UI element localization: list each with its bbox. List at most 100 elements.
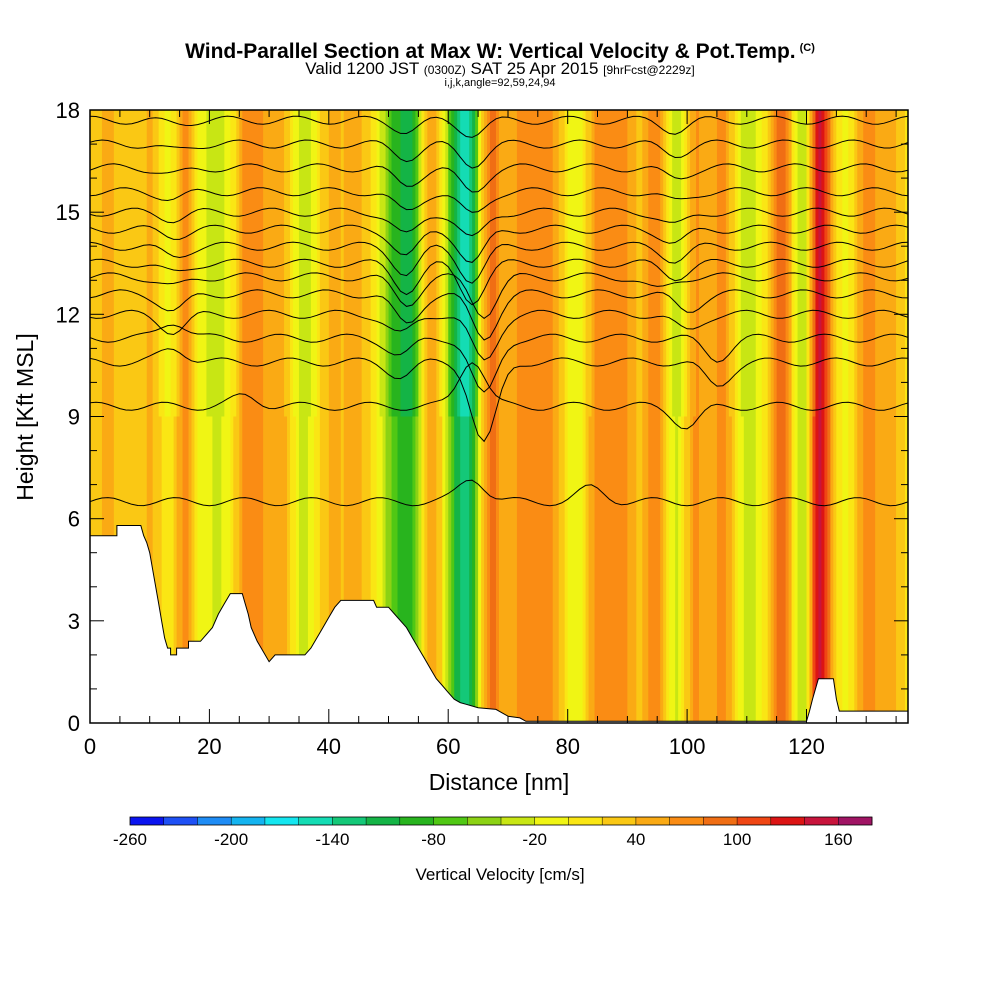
chart-subtitle: Valid 1200 JST (0300Z) SAT 25 Apr 2015 [… xyxy=(0,60,1000,79)
velocity-cell xyxy=(767,416,772,723)
colorbar-swatch xyxy=(264,817,300,825)
velocity-cell xyxy=(448,110,452,417)
y-axis-ticks: 0 3 6 9 12 15 18 xyxy=(56,98,908,736)
velocity-cell xyxy=(609,110,614,417)
velocity-cell xyxy=(233,416,237,723)
velocity-cell xyxy=(287,416,291,723)
velocity-cell xyxy=(764,416,769,723)
velocity-cell xyxy=(528,110,533,417)
velocity-cell xyxy=(818,110,823,417)
velocity-cell xyxy=(397,416,402,723)
theta-isoline xyxy=(90,207,908,237)
velocity-cell xyxy=(699,416,703,723)
velocity-cell xyxy=(352,416,357,723)
velocity-cell xyxy=(221,416,225,723)
velocity-cell xyxy=(600,110,605,417)
velocity-cell xyxy=(490,416,494,723)
y-tick-label: 9 xyxy=(68,405,80,430)
velocity-cell xyxy=(275,416,279,723)
velocity-cell xyxy=(833,110,837,417)
velocity-cell xyxy=(310,110,315,417)
velocity-cell xyxy=(669,416,673,723)
velocity-cell xyxy=(203,110,208,417)
velocity-cell xyxy=(122,110,127,417)
velocity-cell xyxy=(340,416,345,723)
velocity-cell xyxy=(525,416,530,723)
velocity-cell xyxy=(143,110,148,417)
velocity-cell xyxy=(152,110,157,417)
velocity-cell xyxy=(349,416,354,723)
velocity-cell xyxy=(618,110,623,417)
velocity-cell xyxy=(884,110,888,417)
velocity-cell xyxy=(758,416,763,723)
velocity-cell xyxy=(293,110,297,417)
colorbar-tick-label: -20 xyxy=(522,830,547,849)
velocity-cell xyxy=(290,110,294,417)
colorbar-tick-label: -200 xyxy=(214,830,248,849)
y-tick-label: 12 xyxy=(56,302,80,327)
velocity-cell xyxy=(439,416,443,723)
velocity-cell xyxy=(334,416,339,723)
velocity-cell xyxy=(248,110,252,417)
velocity-cell xyxy=(588,110,593,417)
velocity-cell xyxy=(881,416,885,723)
velocity-cell xyxy=(857,110,861,417)
chart-title-text: Wind-Parallel Section at Max W: Vertical… xyxy=(185,40,796,63)
velocity-cell xyxy=(642,110,646,417)
velocity-cell xyxy=(734,416,739,723)
velocity-cell xyxy=(466,416,470,723)
velocity-cell xyxy=(842,416,846,723)
theta-isoline xyxy=(90,139,908,169)
velocity-cell xyxy=(218,416,222,723)
velocity-cell xyxy=(681,110,685,417)
x-tick-label: 100 xyxy=(669,734,706,759)
velocity-cell xyxy=(773,110,778,417)
velocity-cell xyxy=(472,416,476,723)
velocity-cell xyxy=(713,416,718,723)
velocity-cell xyxy=(442,416,446,723)
velocity-cell xyxy=(373,416,378,723)
velocity-cell xyxy=(549,110,554,417)
velocity-cell xyxy=(167,110,172,417)
velocity-cell xyxy=(463,110,467,417)
velocity-cell xyxy=(158,110,163,417)
velocity-cell xyxy=(672,416,676,723)
velocity-cell xyxy=(376,416,381,723)
velocity-cell xyxy=(355,416,360,723)
velocity-cell xyxy=(406,416,411,723)
velocity-cell xyxy=(391,110,396,417)
velocity-cell xyxy=(161,110,166,417)
velocity-cell xyxy=(600,416,605,723)
velocity-cell xyxy=(773,416,778,723)
velocity-cell xyxy=(191,416,196,723)
velocity-cell xyxy=(346,110,351,417)
velocity-cell xyxy=(140,110,145,417)
velocity-cell xyxy=(743,416,748,723)
velocity-cell xyxy=(304,416,309,723)
velocity-cell xyxy=(531,110,536,417)
velocity-cell xyxy=(722,110,727,417)
velocity-cell xyxy=(627,416,631,723)
velocity-cell xyxy=(684,416,688,723)
velocity-cell xyxy=(379,110,384,417)
velocity-cell xyxy=(890,110,894,417)
velocity-cell xyxy=(260,110,264,417)
velocity-cell xyxy=(534,416,539,723)
velocity-cell xyxy=(197,416,202,723)
velocity-cell xyxy=(149,110,154,417)
velocity-cell xyxy=(164,416,169,723)
velocity-cell xyxy=(418,110,422,417)
velocity-cell xyxy=(496,110,500,417)
velocity-cell xyxy=(546,416,551,723)
theta-isoline xyxy=(90,258,908,306)
velocity-cell xyxy=(319,416,324,723)
velocity-cell xyxy=(194,110,199,417)
velocity-cell xyxy=(582,416,587,723)
velocity-cell xyxy=(660,416,664,723)
velocity-cell xyxy=(579,416,584,723)
velocity-cell xyxy=(475,110,479,417)
velocity-cell xyxy=(385,110,390,417)
colorbar-swatch xyxy=(231,817,266,825)
velocity-cell xyxy=(343,110,348,417)
theta-isoline xyxy=(90,187,908,213)
